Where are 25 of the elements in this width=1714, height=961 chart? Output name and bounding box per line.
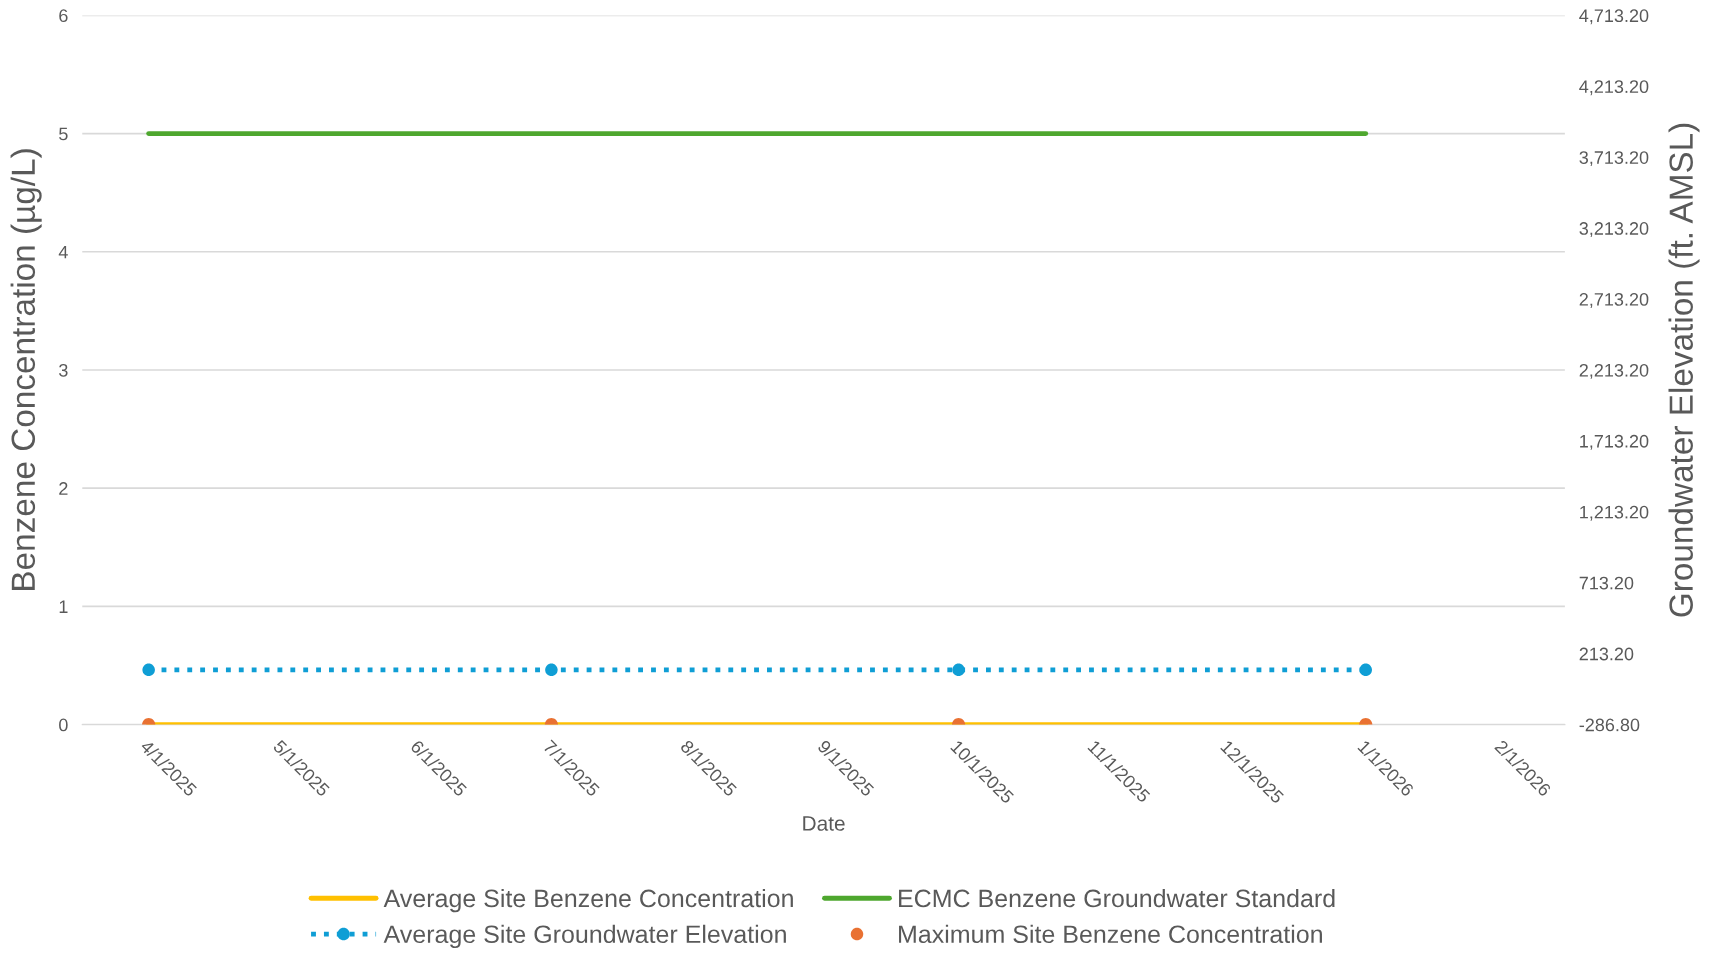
y-tick-label: 0 (59, 718, 68, 732)
y2-tick-label: 3,213.20 (1579, 222, 1649, 237)
x-axis-title: Date (803, 816, 845, 831)
legend-label: Maximum Site Benzene Concentration (899, 924, 1322, 944)
y-tick-label: 2 (59, 482, 68, 495)
y2-tick-label: 3,713.20 (1579, 151, 1649, 167)
y2-tick-label: 713.20 (1579, 576, 1634, 590)
y-tick-label: 6 (59, 9, 68, 23)
y2-axis-title: Groundwater Elevation (ft. AMSL) (1668, 123, 1700, 617)
legend-label: Average Site Groundwater Elevation (383, 924, 786, 949)
y2-tick-label: 1,213.20 (1580, 505, 1649, 521)
y-tick-label: 5 (59, 127, 68, 141)
y2-tick-label: 1,713.20 (1580, 434, 1649, 450)
y2-tick-label: 4,713.20 (1579, 9, 1649, 25)
legend-label: ECMC Benzene Groundwater Standard (899, 888, 1335, 908)
y2-tick-label: 2,713.20 (1579, 293, 1649, 308)
y2-tick-label: -286.80 (1579, 718, 1640, 732)
y2-tick-label: 213.20 (1579, 647, 1634, 661)
y-axis-title: Benzene Concentration (µg/L) (10, 149, 42, 590)
y-tick-label: 3 (59, 363, 68, 377)
y2-tick-label: 4,213.20 (1579, 80, 1649, 96)
y-tick-label: 4 (58, 245, 68, 259)
y-tick-label: 1 (59, 600, 68, 613)
y2-tick-label: 2,213.20 (1579, 363, 1649, 379)
legend-label: Average Site Benzene Concentration (383, 888, 793, 913)
